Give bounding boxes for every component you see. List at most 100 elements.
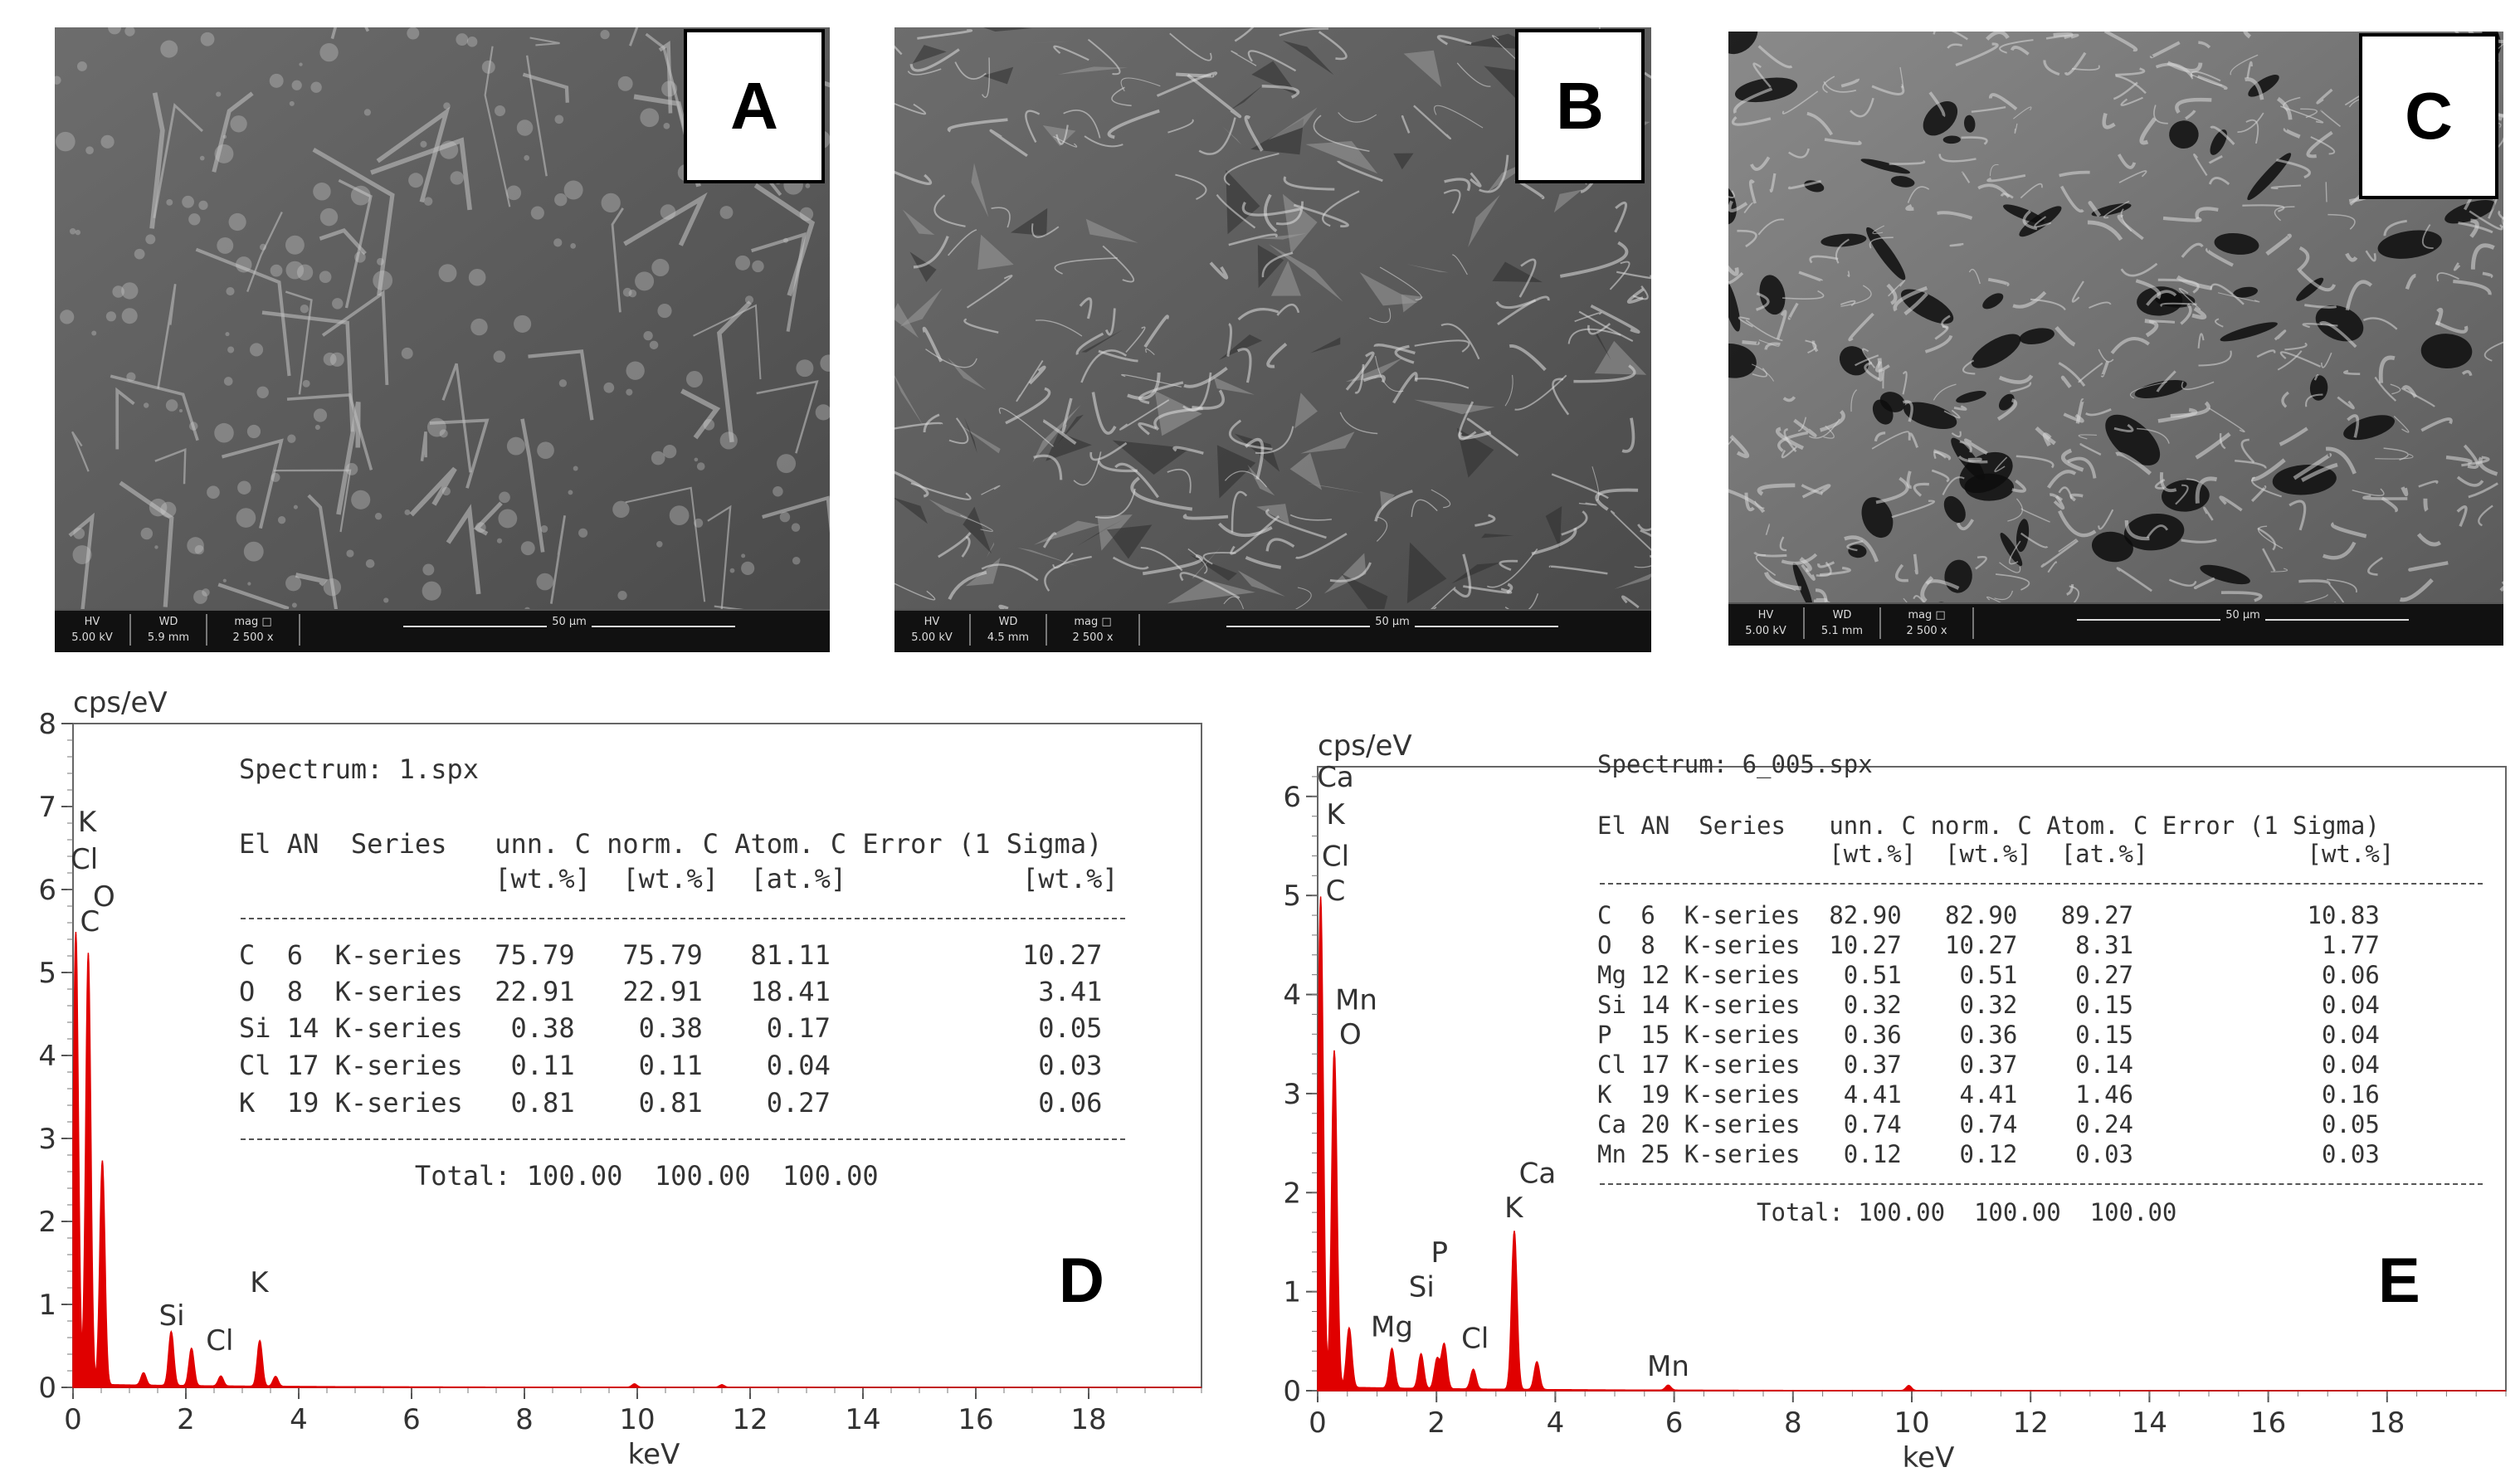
x-tick-label: 14 <box>2132 1406 2167 1440</box>
peak-label: Ca <box>1317 761 1354 794</box>
spectrum-peak <box>220 1377 222 1378</box>
panel-label-b: B <box>1515 29 1645 183</box>
scale-bar: 50 µm <box>2077 609 2409 641</box>
divider <box>241 918 1125 919</box>
scale-bar: 50 µm <box>403 616 735 647</box>
spectrum-peak <box>1420 1355 1422 1358</box>
spectrum-peak <box>1513 1231 1515 1234</box>
y-tick-label: 2 <box>38 1206 56 1239</box>
peak-label: Mn <box>1647 1350 1689 1383</box>
spectrum-peak <box>87 955 90 957</box>
y-tick-label: 0 <box>38 1372 56 1405</box>
x-tick-label: 6 <box>1665 1406 1684 1440</box>
table-row: K 19 K-series 4.41 4.41 1.46 0.16 <box>1597 1080 2380 1109</box>
mag-value: 2 500 x <box>1072 631 1114 644</box>
wd-value: 5.9 mm <box>147 631 190 644</box>
divider <box>1600 1183 2483 1185</box>
table-row: Si 14 K-series 0.32 0.32 0.15 0.04 <box>1597 991 2380 1019</box>
x-tick-label: 16 <box>2250 1406 2286 1440</box>
spectrum-peak <box>721 1384 723 1386</box>
spectrum-series <box>72 932 1202 1388</box>
sem-panel-b: HV 5.00 kV WD 4.5 mm mag □ 2 500 x 50 µm B <box>894 27 1651 652</box>
spectrum-peak <box>143 1374 144 1376</box>
peak-label: K <box>78 806 98 839</box>
table-total: Total: 100.00 100.00 100.00 <box>239 1160 879 1192</box>
peak-label: C <box>1326 875 1346 908</box>
x-axis-label: keV <box>1903 1441 1955 1475</box>
table-row: Ca 20 K-series 0.74 0.74 0.24 0.05 <box>1597 1110 2380 1138</box>
sem-info-bar-b: HV 5.00 kV WD 4.5 mm mag □ 2 500 x 50 µm <box>894 609 1651 652</box>
spectrum-peak <box>1443 1345 1445 1348</box>
mag-label: mag □ <box>1074 616 1112 628</box>
wd-label: WD <box>998 616 1018 628</box>
spectrum-name: Spectrum: 1.spx <box>239 753 479 785</box>
x-tick-label: 8 <box>515 1403 534 1436</box>
table-row: Cl 17 K-series 0.11 0.11 0.04 0.03 <box>239 1050 1103 1081</box>
y-tick-label: 6 <box>38 874 56 907</box>
spectrum-peak <box>1667 1385 1669 1387</box>
wd-label: WD <box>1832 609 1852 622</box>
x-tick-label: 10 <box>619 1403 655 1436</box>
table-row: Mn 25 K-series 0.12 0.12 0.03 0.03 <box>1597 1140 2380 1168</box>
hv-label: HV <box>924 616 940 628</box>
mag-label: mag □ <box>234 616 272 628</box>
spectrum-peak <box>1536 1362 1538 1364</box>
panel-label-a: A <box>684 29 825 183</box>
wd-label: WD <box>158 616 178 628</box>
table-row: P 15 K-series 0.36 0.36 0.15 0.04 <box>1597 1021 2380 1049</box>
peak-label: Si <box>1409 1271 1435 1304</box>
mag-value: 2 500 x <box>232 631 274 644</box>
spectrum-peak <box>1391 1350 1393 1353</box>
peak-label: O <box>1339 1018 1362 1051</box>
table-row: O 8 K-series 22.91 22.91 18.41 3.41 <box>239 976 1103 1007</box>
x-tick-label: 18 <box>1070 1403 1106 1436</box>
spectrum-peak <box>1472 1370 1474 1372</box>
mag-label: mag □ <box>1908 609 1946 622</box>
x-tick-label: 12 <box>732 1403 768 1436</box>
spectrum-peak <box>1348 1330 1350 1333</box>
y-tick-label: 3 <box>1283 1078 1301 1111</box>
spectrum-peak <box>633 1383 636 1385</box>
x-tick-label: 0 <box>64 1403 82 1436</box>
y-tick-label: 0 <box>1283 1375 1301 1408</box>
x-tick-label: 12 <box>2013 1406 2049 1440</box>
table-row: Mg 12 K-series 0.51 0.51 0.27 0.06 <box>1597 961 2380 989</box>
y-tick-label: 4 <box>38 1040 56 1073</box>
peak-label: Cl <box>1461 1323 1489 1356</box>
peak-label: K <box>1326 798 1346 831</box>
y-tick-label: 6 <box>1283 781 1301 814</box>
spectrum-peak <box>275 1377 277 1378</box>
peak-label: Cl <box>1322 840 1349 873</box>
table-header-units: [wt.%] [wt.%] [at.%] [wt.%] <box>239 863 1119 894</box>
table-header: El AN Series unn. C norm. C Atom. C Erro… <box>239 828 1103 860</box>
y-tick-label: 3 <box>38 1123 56 1156</box>
spectrum-peak <box>190 1349 193 1351</box>
spectrum-peak <box>1435 1360 1438 1362</box>
scale-label: 50 µm <box>547 616 592 628</box>
table-row: Cl 17 K-series 0.37 0.37 0.14 0.04 <box>1597 1050 2380 1079</box>
y-tick-label: 5 <box>38 957 56 990</box>
y-tick-label: 2 <box>1283 1177 1301 1210</box>
x-tick-label: 14 <box>845 1403 880 1436</box>
spectrum-peak <box>1333 1053 1336 1055</box>
table-row: Si 14 K-series 0.38 0.38 0.17 0.05 <box>239 1012 1103 1044</box>
spectrum-series <box>1317 896 2506 1392</box>
peak-label: P <box>1431 1236 1449 1270</box>
scale-label: 50 µm <box>2220 609 2265 622</box>
panel-label-d: D <box>1059 1245 1104 1316</box>
x-tick-label: 18 <box>2369 1406 2405 1440</box>
scale-bar: 50 µm <box>1226 616 1558 647</box>
x-tick-label: 16 <box>958 1403 993 1436</box>
peak-label: Cl <box>71 843 98 876</box>
y-tick-label: 1 <box>1283 1276 1301 1309</box>
mag-value: 2 500 x <box>1906 625 1947 637</box>
spectrum-peak <box>75 934 77 936</box>
spectrum-peak <box>1319 899 1322 902</box>
peak-label: K <box>1504 1192 1524 1225</box>
y-tick-label: 8 <box>38 708 56 741</box>
x-tick-label: 0 <box>1309 1406 1327 1440</box>
sem-info-bar-a: HV 5.00 kV WD 5.9 mm mag □ 2 500 x 50 µm <box>55 609 830 652</box>
wd-value: 5.1 mm <box>1821 625 1864 637</box>
x-tick-label: 8 <box>1784 1406 1802 1440</box>
